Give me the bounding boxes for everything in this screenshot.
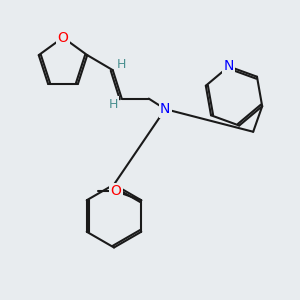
Text: H: H <box>116 58 126 71</box>
Text: H: H <box>109 98 118 110</box>
Text: N: N <box>160 102 170 116</box>
Text: O: O <box>110 184 121 198</box>
Text: N: N <box>224 59 234 74</box>
Text: O: O <box>58 31 68 44</box>
